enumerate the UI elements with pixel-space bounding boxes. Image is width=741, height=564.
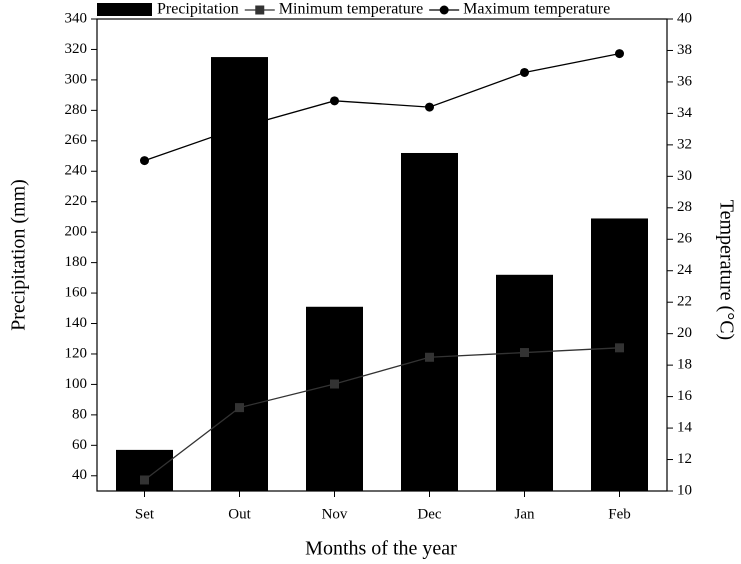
bar (591, 218, 648, 491)
y-tick-label: 280 (65, 102, 88, 118)
y2-tick-label: 36 (677, 73, 693, 89)
plot-frame (96, 18, 668, 492)
bar (116, 449, 173, 491)
y-tick-label: 140 (65, 315, 88, 331)
y2-tick-label: 26 (677, 231, 693, 247)
line-marker (520, 348, 529, 358)
line-marker (330, 96, 339, 106)
line-marker (425, 352, 434, 362)
x-tick-label: Dec (417, 506, 441, 522)
y-tick-label: 60 (72, 437, 87, 453)
line-marker (615, 343, 624, 353)
x-tick-label: Out (228, 506, 251, 522)
line-marker (425, 102, 434, 112)
y-tick-label: 220 (65, 193, 88, 209)
bar (496, 274, 553, 491)
legend-swatch (97, 3, 152, 16)
y2-tick-label: 10 (677, 482, 692, 498)
y2-tick-label: 22 (677, 294, 692, 310)
x-tick-label: Set (135, 506, 155, 522)
line (144, 52, 620, 162)
line (144, 347, 620, 481)
x-axis-title: Months of the year (305, 538, 457, 560)
line-marker (235, 123, 244, 133)
y2-tick-label: 24 (677, 262, 693, 278)
line-marker (615, 49, 624, 59)
y2-tick-label: 12 (677, 451, 692, 467)
legend-marker (439, 5, 449, 15)
y2-tick-label: 20 (677, 325, 692, 341)
y2-tick-label: 16 (677, 388, 693, 404)
legend-label: Precipitation (157, 1, 239, 18)
y-tick-label: 260 (65, 132, 88, 148)
legend-marker (255, 5, 265, 15)
legend-label: Minimum temperature (279, 1, 423, 18)
y-tick-label: 300 (65, 71, 88, 87)
y-tick-label: 100 (65, 376, 88, 392)
y2-tick-label: 14 (677, 420, 693, 436)
y2-axis-title: Temperature (°C) (715, 200, 737, 340)
y2-tick-label: 18 (677, 357, 692, 373)
y-tick-label: 160 (65, 285, 88, 301)
x-tick-label: Nov (322, 506, 348, 522)
y-tick-label: 200 (65, 224, 88, 240)
y-tick-label: 240 (65, 163, 88, 179)
y-tick-label: 340 (65, 10, 88, 26)
legend-label: Maximum temperature (463, 1, 610, 18)
x-tick-label: Feb (608, 506, 631, 522)
y2-tick-label: 32 (677, 136, 692, 152)
y2-tick-label: 28 (677, 199, 692, 215)
y-tick-label: 120 (65, 345, 88, 361)
y2-tick-label: 30 (677, 168, 692, 184)
bar (401, 152, 458, 491)
line-marker (520, 67, 529, 77)
y2-tick-label: 34 (677, 105, 693, 121)
x-tick-label: Jan (515, 506, 535, 522)
y2-tick-label: 40 (677, 10, 692, 26)
y-tick-label: 80 (72, 406, 87, 422)
y-axis-title: Precipitation (mm) (8, 179, 30, 331)
y2-tick-label: 38 (677, 42, 692, 58)
line-marker (235, 403, 244, 413)
y-tick-label: 180 (65, 254, 88, 270)
y-tick-label: 320 (65, 41, 88, 57)
line-marker (330, 379, 339, 389)
y-tick-label: 40 (72, 467, 87, 483)
bar (306, 306, 363, 491)
line-marker (140, 156, 149, 166)
line-marker (140, 475, 149, 485)
